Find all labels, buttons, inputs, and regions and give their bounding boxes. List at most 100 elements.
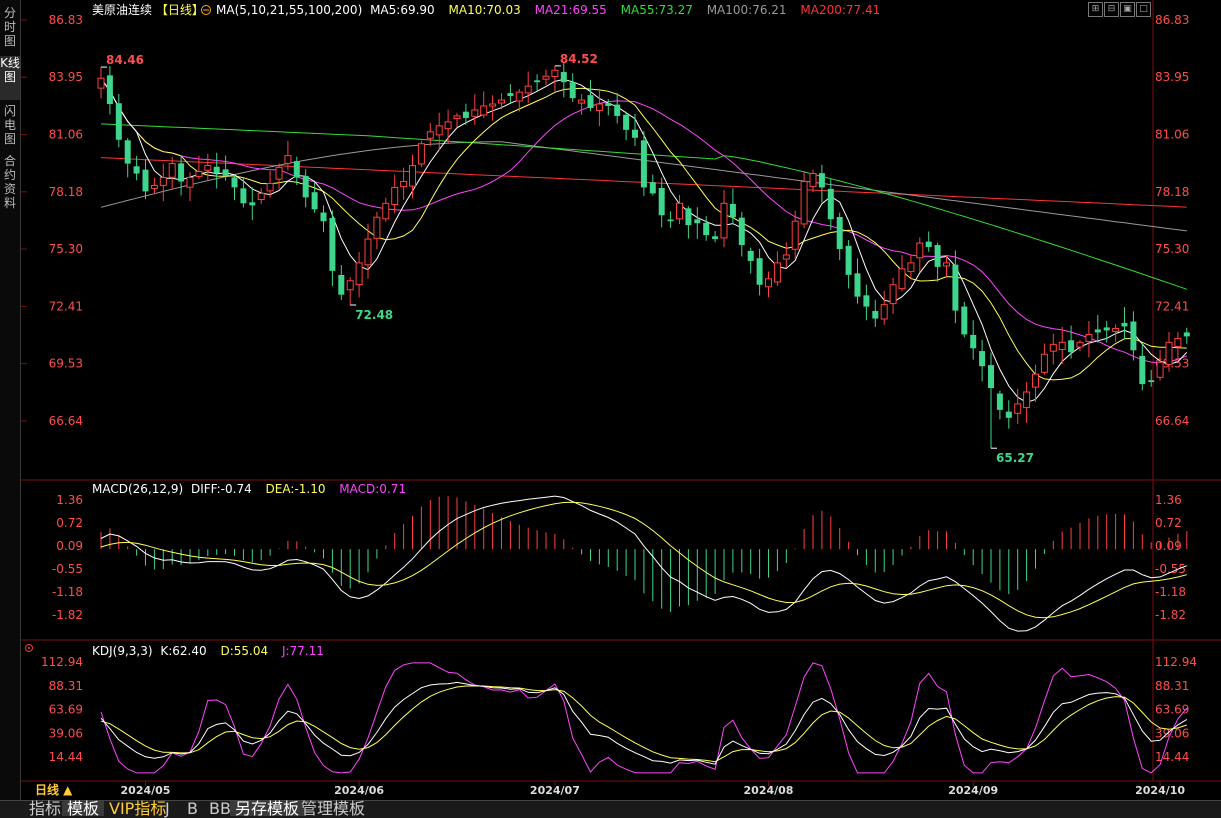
candle-body bbox=[551, 69, 559, 77]
candle-body bbox=[1121, 322, 1128, 327]
tab-contract-info[interactable]: 合约资料 bbox=[3, 154, 16, 210]
candle-body bbox=[872, 311, 879, 319]
kdj-tick-label-right: 63.69 bbox=[1155, 703, 1189, 717]
period-selector[interactable]: 日线 ▲ bbox=[35, 783, 73, 797]
candle-body bbox=[231, 177, 238, 188]
candle-body bbox=[364, 238, 372, 266]
tab-lightning-chart[interactable]: 闪电图 bbox=[3, 104, 16, 146]
bottom-tab-1[interactable]: 模板 bbox=[62, 801, 105, 817]
kdj-d: D:55.04 bbox=[220, 644, 268, 658]
candle-body bbox=[1049, 343, 1057, 352]
axes: 86.83 86.83 83.95 83.95 81.06 81.06 78.18 78.18… bbox=[21, 13, 1197, 764]
kdj-tick-label-left: 88.31 bbox=[49, 679, 83, 693]
candle-body bbox=[1005, 411, 1012, 418]
bottom-tab-2[interactable]: VIP指标 bbox=[109, 799, 167, 818]
candle-body bbox=[712, 236, 719, 240]
macd-tick-label-right: 0.09 bbox=[1155, 539, 1182, 553]
kdj-indicator-icon[interactable] bbox=[25, 644, 33, 652]
candle-body bbox=[453, 115, 461, 120]
bottom-tab-3[interactable]: J bbox=[165, 799, 170, 818]
candle-body bbox=[355, 262, 363, 286]
macd-tick-label-right: -1.18 bbox=[1155, 585, 1186, 599]
candle-body bbox=[765, 278, 772, 288]
candle-body bbox=[213, 166, 220, 174]
candle-body bbox=[1076, 341, 1084, 348]
candle-body bbox=[1040, 353, 1048, 373]
candle-body bbox=[676, 202, 683, 220]
layout-icon[interactable]: ⊞ bbox=[1088, 2, 1103, 17]
candle-body bbox=[417, 143, 425, 165]
time-tick-label: 2024/09 bbox=[948, 784, 998, 797]
kdj-panel bbox=[100, 662, 1188, 774]
candle-body bbox=[195, 171, 203, 177]
time-axis-labels: 2024/05 2024/06 2024/07 2024/08 2024/09 2024/… bbox=[121, 781, 1185, 797]
candle-body bbox=[623, 114, 630, 130]
candle-body bbox=[836, 217, 843, 250]
price-tick-label-left: 69.53 bbox=[49, 357, 83, 371]
bottom-tab-6[interactable]: 另存模板 bbox=[230, 801, 305, 817]
settings-icon[interactable] bbox=[201, 5, 211, 15]
candle-body bbox=[587, 95, 594, 108]
macd-params: MACD(26,12,9) bbox=[92, 482, 183, 496]
candle-body bbox=[1183, 332, 1190, 337]
candle-body bbox=[426, 131, 434, 139]
maximize-icon[interactable]: □ bbox=[1136, 2, 1151, 17]
price-tick-label-left: 83.95 bbox=[49, 70, 83, 84]
candle-body bbox=[1139, 355, 1146, 385]
kdj-indicator-icon-dot bbox=[28, 647, 30, 649]
restore-icon[interactable]: ▣ bbox=[1120, 2, 1135, 17]
candle-body bbox=[943, 262, 950, 267]
kdj-j: J:77.11 bbox=[281, 644, 324, 658]
ma21-line bbox=[100, 77, 1187, 364]
candle-body bbox=[685, 208, 692, 226]
macd-tick-label-left: -1.18 bbox=[52, 585, 83, 599]
macd-tick-label-left: 1.36 bbox=[56, 493, 83, 507]
candle-body bbox=[614, 104, 621, 116]
macd-tick-label-left: 0.72 bbox=[56, 516, 83, 530]
macd-header: MACD(26,12,9) DIFF:-0.74 DEA:-1.10 MACD:… bbox=[92, 482, 406, 496]
kdj-j-line bbox=[100, 662, 1188, 774]
tab-time-chart[interactable]: 分时图 bbox=[3, 6, 16, 48]
macd-tick-label-right: -1.82 bbox=[1155, 608, 1186, 622]
candle-body bbox=[640, 140, 647, 188]
tab-kline-chart[interactable]: K线图 bbox=[0, 56, 20, 100]
candle-body bbox=[284, 155, 292, 164]
candle-body bbox=[471, 109, 479, 117]
candle-body bbox=[800, 180, 808, 225]
candle-body bbox=[694, 219, 701, 224]
candle-body bbox=[480, 105, 488, 116]
candle-body bbox=[1156, 361, 1164, 378]
bottom-tab-4[interactable]: B bbox=[187, 799, 198, 818]
candle-body bbox=[329, 218, 336, 271]
kdj-tick-label-left: 14.44 bbox=[49, 750, 83, 764]
candle-body bbox=[605, 103, 612, 106]
candle-body bbox=[266, 182, 274, 192]
ma55-value: MA55:73.27 bbox=[621, 3, 693, 17]
bottom-tab-7[interactable]: 管理模板 bbox=[301, 799, 366, 818]
candle-body bbox=[952, 264, 959, 311]
candle-body bbox=[515, 91, 523, 102]
candle-body bbox=[720, 202, 728, 239]
kdj-tick-label-right: 112.94 bbox=[1155, 655, 1197, 669]
kdj-tick-label-left: 39.06 bbox=[49, 726, 83, 740]
bottom-tab-5[interactable]: BB bbox=[209, 799, 231, 818]
macd-diff: DIFF:-0.74 bbox=[191, 482, 252, 496]
candle-body bbox=[159, 177, 167, 186]
price-tick-label-right: 75.30 bbox=[1155, 242, 1189, 256]
low-price-label: 72.48 bbox=[355, 308, 393, 322]
candle-body bbox=[97, 77, 105, 89]
kdj-tick-label-right: 14.44 bbox=[1155, 750, 1189, 764]
time-tick-label: 2024/06 bbox=[334, 784, 384, 797]
grid-icon[interactable]: ⊟ bbox=[1104, 2, 1119, 17]
candle-body bbox=[133, 166, 140, 174]
bottom-tab-0[interactable]: 指标 bbox=[29, 799, 62, 818]
macd-dea-line bbox=[100, 501, 1187, 619]
candle-body bbox=[961, 306, 968, 335]
candle-body bbox=[738, 217, 745, 246]
kline-chart[interactable]: 美原油连续 【日线】 MA(5,10,21,55,100,200) MA5:69… bbox=[21, 0, 1221, 800]
macd-tick-label-left: -0.55 bbox=[52, 562, 83, 576]
candle-body bbox=[889, 284, 897, 305]
candle-body bbox=[595, 103, 603, 111]
price-tick-label-left: 81.06 bbox=[49, 128, 83, 142]
macd-panel bbox=[100, 495, 1188, 632]
